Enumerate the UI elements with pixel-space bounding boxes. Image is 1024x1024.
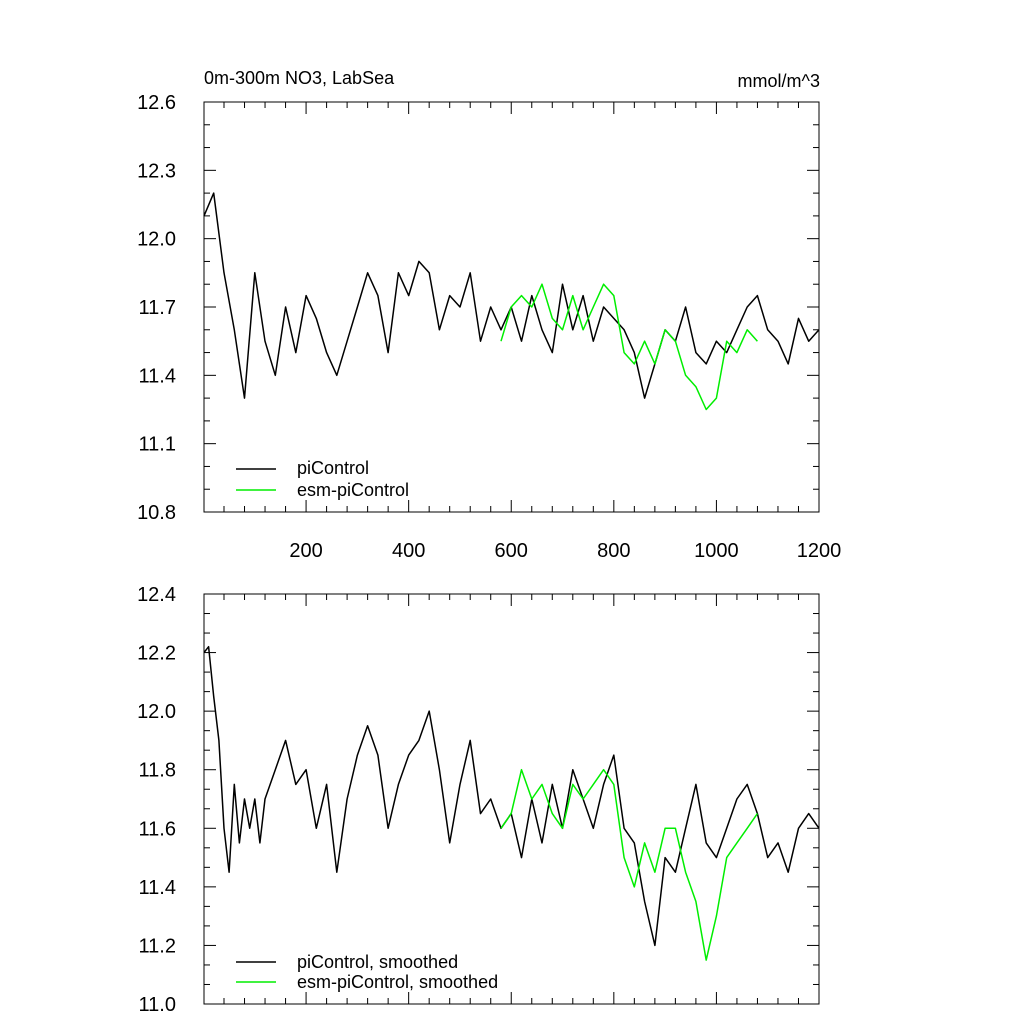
y-tick-label: 11.7 [139, 297, 176, 319]
bottom-chart-panel: 11.0 11.2 11.4 11.6 11.8 12.0 12.2 12.4 piContr… [137, 584, 820, 1016]
legend-label-esm-picontrol: esm-piControl [297, 480, 409, 500]
y-tick-label: 11.6 [139, 818, 176, 840]
x-tick-label: 1000 [694, 540, 739, 562]
bottom-series-line-picontrol [203, 645, 820, 947]
y-tick-label: 11.1 [139, 434, 176, 456]
legend-label-picontrol-smoothed: piControl, smoothed [297, 952, 458, 972]
top-series-line-esm-picontrol [500, 283, 758, 411]
legend-label-picontrol: piControl [297, 458, 369, 478]
legend-label-esm-picontrol-smoothed: esm-piControl, smoothed [297, 972, 498, 992]
x-tick-label: 400 [392, 540, 425, 562]
x-tick-label: 600 [495, 540, 528, 562]
bottom-axis-ticks: 11.0 11.2 11.4 11.6 11.8 12.0 12.2 12.4 [137, 584, 820, 1016]
y-tick-label: 11.4 [139, 365, 176, 387]
y-tick-label: 12.0 [137, 229, 176, 251]
y-tick-label: 11.4 [139, 877, 176, 899]
y-tick-label: 11.0 [139, 994, 176, 1016]
top-legend: piControl esm-piControl [236, 458, 409, 500]
bottom-series-line-esm-picontrol [500, 768, 759, 961]
y-tick-label: 12.0 [137, 701, 176, 723]
y-tick-label: 11.2 [139, 935, 176, 957]
y-tick-label: 10.8 [137, 502, 176, 524]
y-tick-label: 12.4 [137, 584, 176, 606]
y-tick-label: 12.2 [137, 643, 176, 665]
x-tick-label: 200 [289, 540, 322, 562]
y-tick-label: 12.3 [137, 160, 176, 182]
x-tick-label: 1200 [797, 540, 842, 562]
units-label: mmol/m^3 [738, 71, 820, 91]
chart-title: 0m-300m NO3, LabSea [204, 68, 395, 88]
bottom-series-lines [203, 645, 820, 961]
y-tick-label: 12.6 [137, 92, 176, 114]
top-series-lines [203, 192, 820, 411]
bottom-legend: piControl, smoothed esm-piControl, smoot… [236, 952, 498, 992]
top-axis-ticks: 10.8 11.1 11.4 11.7 12.0 12.3 12.6 200 400 600 800… [137, 92, 841, 562]
x-tick-label: 800 [597, 540, 630, 562]
y-tick-label: 11.8 [139, 760, 176, 782]
top-series-line-picontrol [203, 192, 820, 399]
bottom-plot-frame [203, 593, 820, 1005]
top-chart-panel: 0m-300m NO3, LabSea mmol/m^3 10.8 11.1 11.… [137, 68, 841, 562]
